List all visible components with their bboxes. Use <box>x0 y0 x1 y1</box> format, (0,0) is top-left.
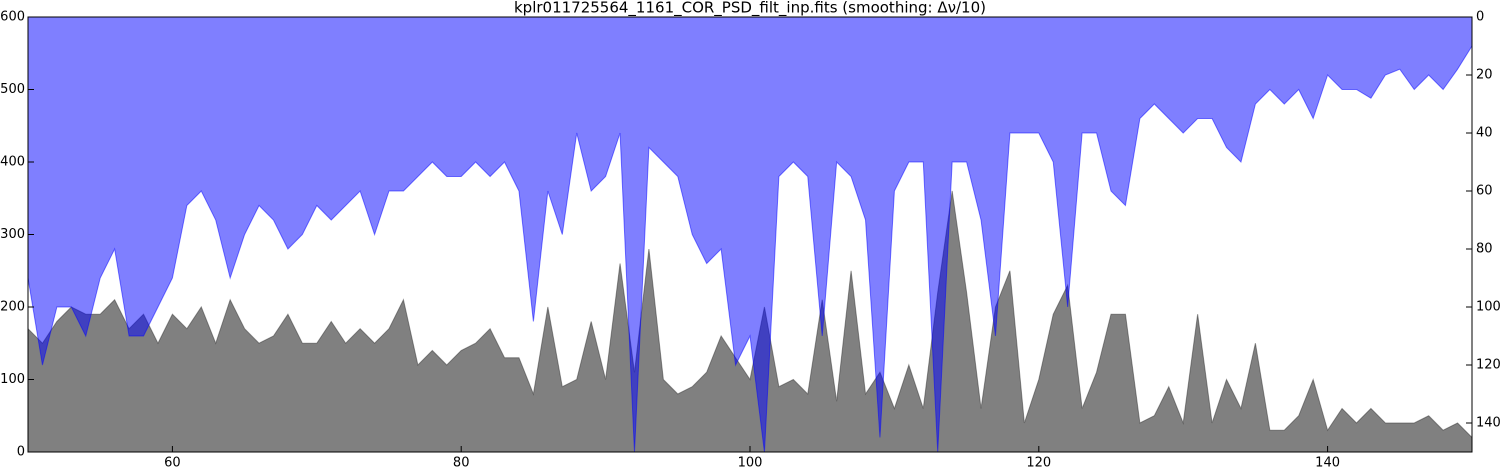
x-tick-label: 80 <box>453 456 470 469</box>
x-tick-label: 120 <box>1026 456 1051 469</box>
y-tick-label: 200 <box>0 300 25 315</box>
y-tick-label: 500 <box>0 82 25 97</box>
y-tick-label: 100 <box>0 372 25 387</box>
x-tick-label: 100 <box>738 456 763 469</box>
y2-tick-label: 0 <box>1476 10 1484 25</box>
y-tick-label: 400 <box>0 155 25 170</box>
x-tick-label: 140 <box>1315 456 1340 469</box>
y2-tick-label: 60 <box>1476 184 1493 199</box>
chart-title: kplr011725564_1161_COR_PSD_filt_inp.fits… <box>514 0 986 18</box>
x-tick-label: 60 <box>164 456 181 469</box>
y-tick-label: 600 <box>0 10 25 25</box>
y2-tick-label: 40 <box>1476 126 1493 141</box>
y2-tick-label: 100 <box>1476 300 1500 315</box>
y2-tick-label: 20 <box>1476 68 1493 83</box>
y2-tick-label: 120 <box>1476 358 1500 373</box>
y2-tick-label: 140 <box>1476 416 1500 431</box>
y-tick-label: 0 <box>17 445 25 460</box>
y2-tick-label: 80 <box>1476 242 1493 257</box>
area <box>27 16 1473 453</box>
y-tick-label: 300 <box>0 227 25 242</box>
